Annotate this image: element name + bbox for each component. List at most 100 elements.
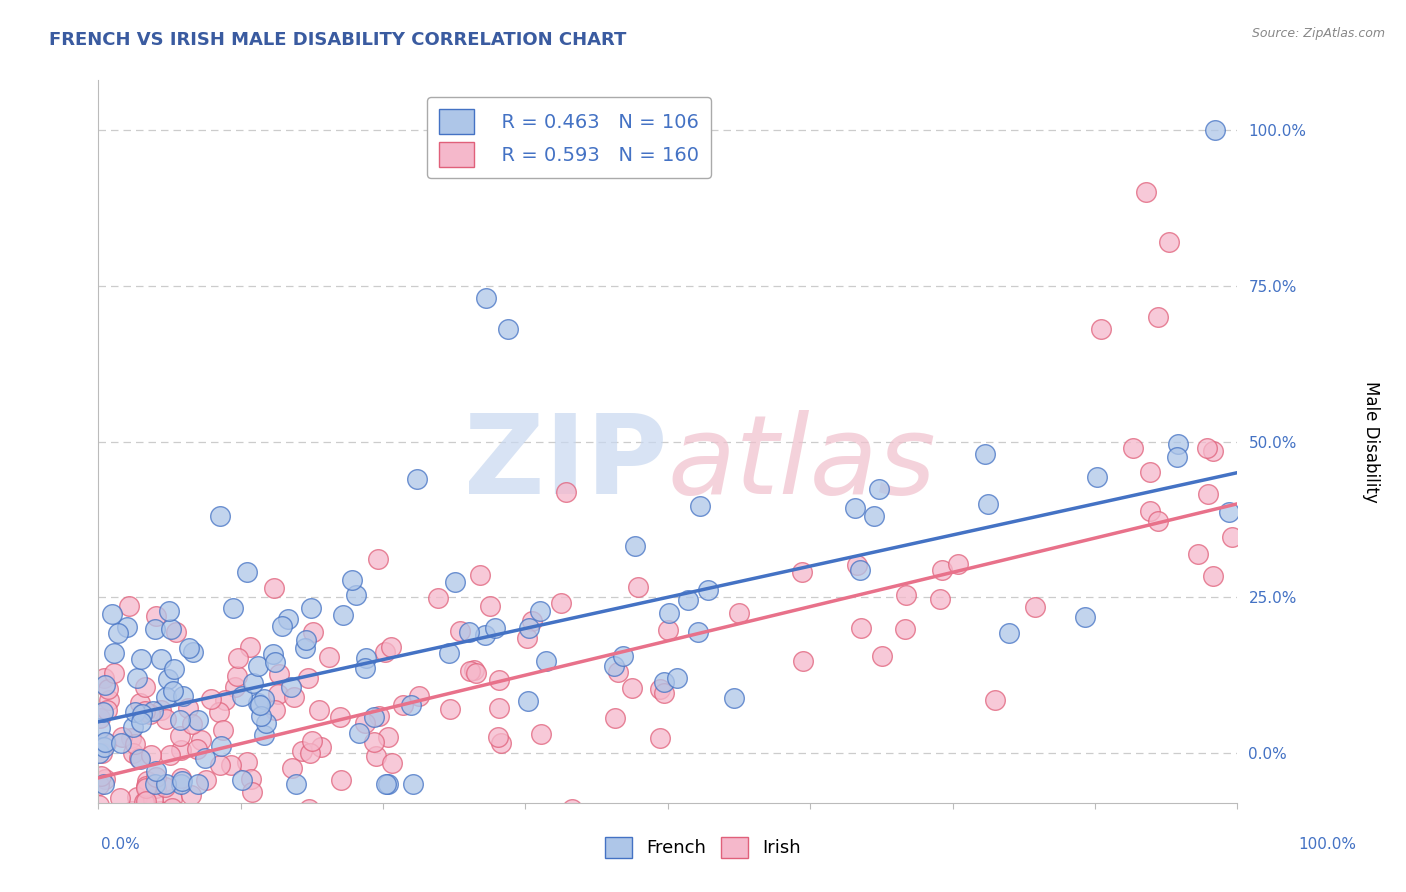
Point <box>517 621 540 635</box>
Point <box>1139 465 1161 479</box>
Point <box>931 563 953 577</box>
Point <box>458 625 481 640</box>
Point <box>120 808 142 822</box>
Point <box>127 671 149 685</box>
Point <box>155 777 177 791</box>
Point <box>848 563 870 577</box>
Point <box>650 681 672 696</box>
Point <box>849 621 872 635</box>
Point <box>298 746 321 760</box>
Point <box>169 729 191 743</box>
Point <box>190 733 212 747</box>
Point <box>125 790 148 805</box>
Point <box>209 758 232 772</box>
Point <box>135 779 157 793</box>
Point <box>1074 610 1097 624</box>
Point <box>262 648 284 662</box>
Point <box>150 808 173 822</box>
Point <box>868 482 890 496</box>
Point <box>108 790 131 805</box>
Point <box>163 662 186 676</box>
Point <box>392 698 415 712</box>
Point <box>627 581 650 595</box>
Point <box>180 716 202 731</box>
Point <box>298 802 321 816</box>
Point <box>443 574 465 589</box>
Point <box>658 607 681 621</box>
Point <box>299 601 322 615</box>
Point <box>96 703 118 717</box>
Point <box>983 692 1005 706</box>
Point <box>607 665 630 679</box>
Point <box>974 447 997 461</box>
Point <box>792 566 814 580</box>
Point <box>381 756 404 770</box>
Point <box>143 622 166 636</box>
Point <box>689 500 711 514</box>
Text: ZIP: ZIP <box>464 409 668 516</box>
Point <box>301 625 323 640</box>
Point <box>170 771 193 785</box>
Point <box>402 777 425 791</box>
Point <box>329 773 352 788</box>
Point <box>96 736 118 750</box>
Point <box>1166 450 1188 464</box>
Point <box>267 687 290 701</box>
Point <box>145 609 167 624</box>
Point <box>124 705 146 719</box>
Point <box>624 539 647 553</box>
Point <box>368 708 391 723</box>
Point <box>246 659 269 673</box>
Point <box>180 808 202 822</box>
Point <box>408 689 430 703</box>
Point <box>155 712 177 726</box>
Point <box>235 756 257 770</box>
Point <box>332 607 354 622</box>
Point <box>603 711 626 725</box>
Point <box>240 785 263 799</box>
Point <box>374 645 396 659</box>
Point <box>110 736 132 750</box>
Point <box>187 777 209 791</box>
Point <box>792 654 814 668</box>
Point <box>91 705 114 719</box>
Point <box>1220 530 1243 544</box>
Point <box>253 728 276 742</box>
Point <box>181 645 204 659</box>
Point <box>870 648 893 663</box>
Point <box>103 646 125 660</box>
Point <box>176 701 198 715</box>
Point <box>997 626 1019 640</box>
Point <box>377 777 399 791</box>
Point <box>148 808 170 822</box>
Point <box>160 800 183 814</box>
Point <box>301 734 323 748</box>
Point <box>128 697 150 711</box>
Point <box>170 743 193 757</box>
Point <box>155 690 177 705</box>
Point <box>353 661 375 675</box>
Point <box>93 671 115 685</box>
Point <box>484 622 506 636</box>
Point <box>344 588 367 602</box>
Point <box>363 710 385 724</box>
Point <box>728 607 751 621</box>
Text: atlas: atlas <box>668 409 936 516</box>
Point <box>465 666 488 681</box>
Point <box>219 758 242 772</box>
Point <box>297 671 319 685</box>
Point <box>121 808 143 822</box>
Point <box>165 624 187 639</box>
Point <box>486 730 509 744</box>
Point <box>122 720 145 734</box>
Point <box>520 615 543 629</box>
Point <box>149 806 172 821</box>
Point <box>1085 470 1108 484</box>
Point <box>118 599 141 613</box>
Point <box>89 721 111 735</box>
Point <box>155 808 177 822</box>
Point <box>94 772 117 787</box>
Point <box>318 649 340 664</box>
Point <box>149 804 172 818</box>
Point <box>1218 505 1240 519</box>
